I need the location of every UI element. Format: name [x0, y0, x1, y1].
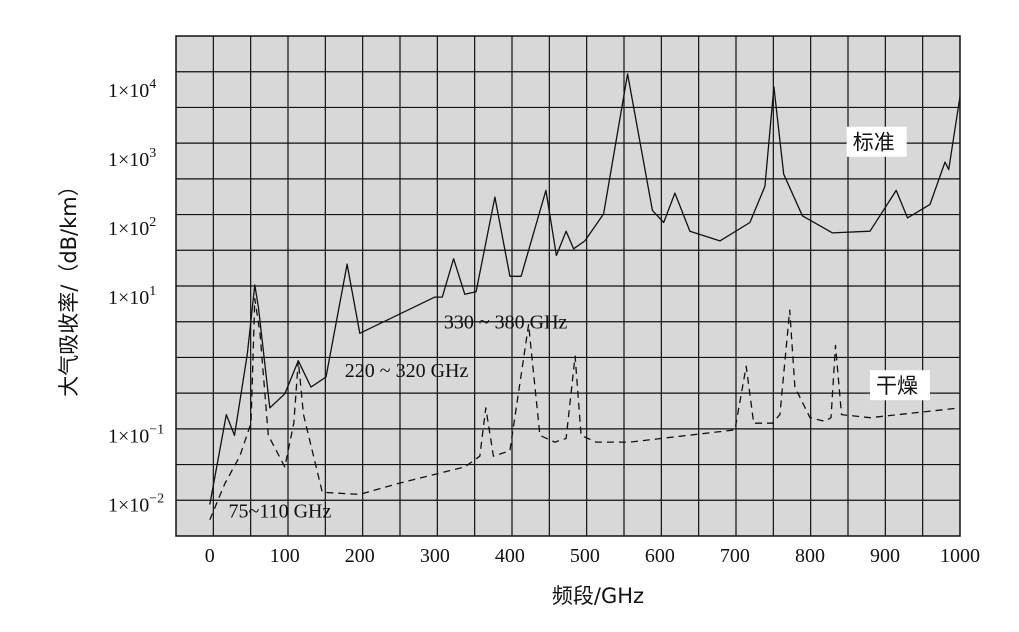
y-tick-label: 1×101	[108, 284, 156, 309]
series-line-dry	[209, 298, 960, 521]
series-label-bg	[846, 126, 907, 157]
band-annotation: 330 ~ 380 GHz	[444, 312, 568, 334]
x-tick-label: 400	[495, 545, 525, 567]
y-tick-label: 1×10−1	[108, 422, 164, 447]
x-tick-label: 700	[720, 545, 750, 567]
series-label-bg	[869, 370, 930, 401]
y-tick-label: 1×103	[108, 146, 156, 171]
y-tick-label: 1×102	[108, 215, 156, 240]
x-tick-label: 600	[645, 545, 675, 567]
band-annotation: 75~110 GHz	[229, 500, 332, 522]
x-tick-label: 500	[570, 545, 600, 567]
x-tick-label: 900	[870, 545, 900, 567]
x-tick-label: 0	[205, 545, 215, 567]
series-line-standard	[209, 73, 960, 505]
y-tick-label: 1×104	[108, 77, 156, 102]
x-tick-label: 300	[420, 545, 450, 567]
x-tick-labels: 0 100 200 300 400 500 600 700 800 900 1000	[205, 545, 980, 567]
series-label-standard: 标准	[853, 131, 895, 155]
series-label-dry: 干燥	[876, 374, 918, 398]
y-tick-labels: 1×10−2 1×10−1 1×101 1×102 1×103 1×104	[108, 77, 164, 517]
band-annotation: 220 ~ 320 GHz	[345, 360, 469, 382]
x-axis-label: 频段/GHz	[552, 584, 644, 608]
y-axis-label: 大气吸收率/（dB/km）	[57, 175, 81, 397]
series-group	[209, 73, 960, 521]
x-tick-label: 200	[345, 545, 375, 567]
grid-lines	[176, 36, 960, 536]
x-tick-label: 800	[795, 545, 825, 567]
y-tick-label: 1×10−2	[108, 491, 164, 516]
x-tick-label: 1000	[940, 545, 980, 567]
x-tick-label: 100	[270, 545, 300, 567]
